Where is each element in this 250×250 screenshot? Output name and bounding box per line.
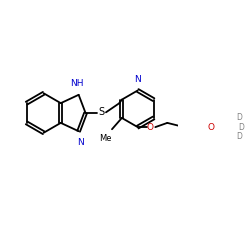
Text: Me: Me: [99, 134, 111, 143]
Text: N: N: [77, 138, 84, 147]
Text: S: S: [98, 107, 104, 117]
Text: NH: NH: [70, 79, 84, 88]
Text: N: N: [134, 75, 141, 84]
Text: D: D: [238, 122, 244, 132]
Text: O: O: [208, 122, 214, 132]
Text: D: D: [236, 132, 242, 141]
Text: D: D: [236, 113, 242, 122]
Text: O: O: [147, 122, 154, 132]
